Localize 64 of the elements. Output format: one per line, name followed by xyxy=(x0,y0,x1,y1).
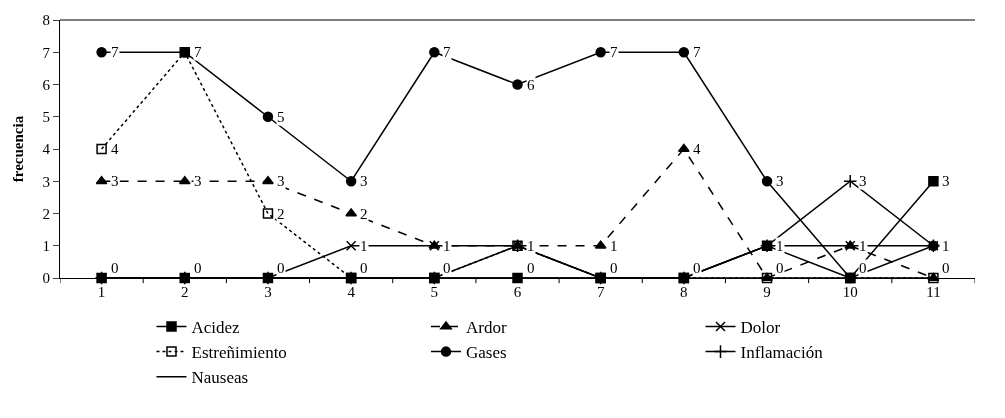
y-tick-label: 8 xyxy=(42,12,50,29)
data-label: 2 xyxy=(360,206,368,222)
data-label: 1 xyxy=(859,238,867,254)
data-label: 1 xyxy=(942,238,950,254)
data-label: 7 xyxy=(693,44,701,60)
data-label: 7 xyxy=(443,44,451,60)
y-tick-label: 1 xyxy=(42,238,50,254)
legend-label: Estreñimiento xyxy=(191,343,287,363)
x-tick-label: 11 xyxy=(926,284,941,300)
data-label: 5 xyxy=(277,109,285,125)
x-tick-label: 1 xyxy=(97,284,106,300)
data-label: 0 xyxy=(942,260,950,276)
data-label: 1 xyxy=(443,238,451,254)
data-label: 1 xyxy=(527,238,535,254)
x-tick-label: 5 xyxy=(430,284,439,300)
data-label: 3 xyxy=(277,173,285,189)
y-tick-label: 6 xyxy=(42,76,51,93)
legend-label: Dolor xyxy=(740,318,781,338)
y-tick-label: 3 xyxy=(42,173,50,190)
data-label: 4 xyxy=(111,141,119,157)
y-axis-title: frecuencia xyxy=(9,115,26,183)
data-label: 0 xyxy=(194,260,202,276)
y-tick-label: 0 xyxy=(42,270,50,287)
data-label: 0 xyxy=(527,260,535,276)
x-tick-label: 2 xyxy=(181,284,189,300)
data-label: 3 xyxy=(360,173,368,189)
data-label: 1 xyxy=(360,238,368,254)
data-label: 0 xyxy=(360,260,368,276)
x-tick-label: 3 xyxy=(264,284,272,300)
data-label: 7 xyxy=(111,44,119,60)
data-label: 1 xyxy=(610,238,618,254)
data-label: 0 xyxy=(859,260,867,276)
y-tick-label: 4 xyxy=(42,141,51,158)
legend-label: Acidez xyxy=(191,318,241,338)
y-tick-label: 2 xyxy=(42,205,50,222)
data-label: 3 xyxy=(111,173,119,189)
data-label: 0 xyxy=(111,260,119,276)
data-label: 2 xyxy=(277,206,285,222)
data-label: 0 xyxy=(277,260,285,276)
legend-label: Ardor xyxy=(466,318,507,338)
data-label: 0 xyxy=(693,260,701,276)
data-label: 6 xyxy=(527,77,535,93)
legend-label: Inflamación xyxy=(740,343,824,363)
x-tick-label: 7 xyxy=(596,284,605,300)
data-label: 3 xyxy=(776,173,784,189)
data-label: 0 xyxy=(776,260,784,276)
data-label: 4 xyxy=(693,141,701,157)
legend-label: Nauseas xyxy=(191,368,249,388)
data-label: 3 xyxy=(942,173,950,189)
x-tick-label: 9 xyxy=(763,284,771,300)
data-label: 7 xyxy=(610,44,618,60)
data-label: 0 xyxy=(443,260,451,276)
data-label: 1 xyxy=(776,238,784,254)
data-label: 0 xyxy=(610,260,618,276)
data-label: 3 xyxy=(194,173,202,189)
data-label: 7 xyxy=(194,44,202,60)
x-tick-label: 8 xyxy=(680,284,688,300)
x-tick-label: 10 xyxy=(842,284,858,300)
legend-label: Gases xyxy=(466,343,507,363)
x-tick-label: 4 xyxy=(347,284,356,300)
y-tick-label: 7 xyxy=(42,44,51,61)
y-tick-label: 5 xyxy=(42,109,50,125)
data-label: 3 xyxy=(859,173,867,189)
x-tick-label: 6 xyxy=(513,284,522,300)
